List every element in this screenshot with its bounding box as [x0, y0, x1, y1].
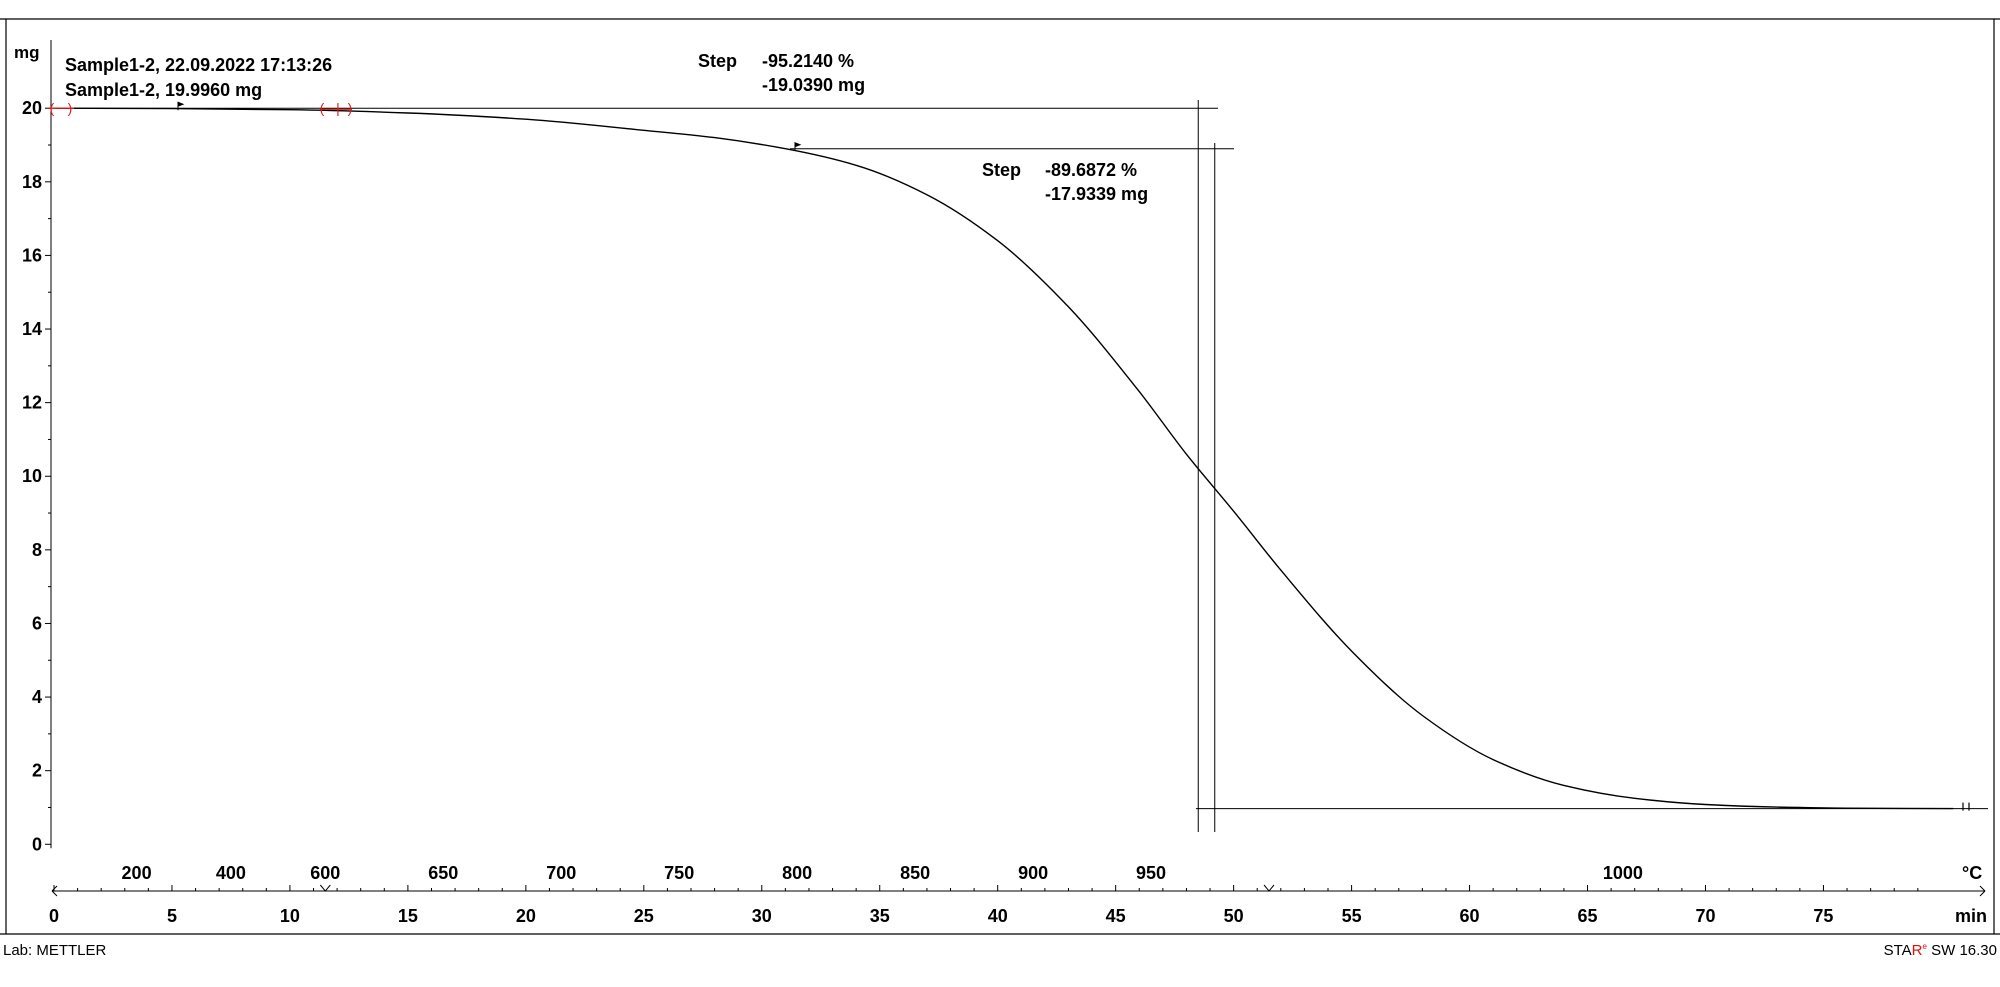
footer-brand-r: R: [1911, 942, 1923, 959]
temperature-axis: 200 400 600 650 700 750 800 850 900 950 1000: [122, 863, 1643, 892]
axis-arrow-marker: [319, 884, 331, 892]
temperature-tick-label: 750: [664, 863, 694, 883]
y-tick-label: 14: [22, 319, 42, 339]
x-axis-end-arrow: [1979, 885, 1986, 897]
x-tick-label: 20: [516, 906, 536, 926]
footer-brand-prefix: STA: [1883, 942, 1912, 959]
footer-brand-suffix: SW 16.30: [1926, 942, 1997, 959]
x-tick-label: 5: [167, 906, 177, 926]
step-1-mass: -19.0390 mg: [762, 75, 865, 95]
temperature-tick-label: 200: [122, 863, 152, 883]
y-tick-label: 10: [22, 466, 42, 486]
temperature-tick-label: 400: [216, 863, 246, 883]
x-axis: 0 5 10 15 20 25 30 35 40 45 50 55 60 65 70 75: [49, 885, 1986, 926]
step-evaluation-lines: [48, 100, 1988, 832]
temperature-tick-label: 600: [310, 863, 340, 883]
temperature-tick-label: 1000: [1603, 863, 1643, 883]
x-tick-label: 35: [870, 906, 890, 926]
curve-markers: ()(|): [48, 100, 1970, 811]
y-tick-label: 16: [22, 245, 42, 265]
x-tick-label: 25: [634, 906, 654, 926]
tga-curve: [53, 107, 1954, 810]
y-tick-label: 6: [32, 613, 42, 633]
y-tick-label: 4: [32, 687, 42, 707]
x-tick-label: 55: [1342, 906, 1362, 926]
y-tick-label: 8: [32, 540, 42, 560]
temperature-tick-label: 950: [1136, 863, 1166, 883]
end-marker: [1962, 802, 1970, 811]
x-tick-label: 15: [398, 906, 418, 926]
axis-arrow-marker: [1263, 884, 1275, 892]
time-unit: min: [1955, 906, 1987, 926]
x-tick-label: 75: [1813, 906, 1833, 926]
step-2-percent: -89.6872 %: [1045, 160, 1137, 180]
y-axis: 0 2 4 6 8 10 12 14 16 18 20: [22, 40, 52, 854]
temperature-unit: °C: [1962, 863, 1982, 883]
x-tick-label: 40: [988, 906, 1008, 926]
footer-brand-sup: e: [1922, 942, 1927, 951]
y-tick-label: 2: [32, 761, 42, 781]
range-bracket-marker: ): [348, 100, 353, 116]
y-tick-label: 0: [32, 834, 42, 854]
temperature-tick-label: 850: [900, 863, 930, 883]
temperature-tick-label: 650: [428, 863, 458, 883]
x-tick-label: 65: [1578, 906, 1598, 926]
footer-lab: Lab: METTLER: [3, 942, 107, 959]
flag-marker: [794, 141, 802, 151]
temperature-tick-label: 700: [546, 863, 576, 883]
temperature-tick-label: 800: [782, 863, 812, 883]
step-1-label: Step: [698, 51, 737, 71]
footer-software: STARe SW 16.30: [1884, 942, 1997, 959]
y-tick-label: 20: [22, 98, 42, 118]
step-2-label: Step: [982, 160, 1021, 180]
range-bracket-marker: (: [320, 100, 325, 116]
temperature-tick-label: 900: [1018, 863, 1048, 883]
x-tick-label: 30: [752, 906, 772, 926]
flag-marker: [177, 101, 185, 111]
y-axis-unit: mg: [14, 43, 40, 62]
x-tick-label: 0: [49, 906, 59, 926]
step-2-mass: -17.9339 mg: [1045, 184, 1148, 204]
x-tick-label: 60: [1460, 906, 1480, 926]
range-bracket-marker: |: [336, 100, 340, 116]
tga-curve-line: [53, 107, 1954, 810]
y-tick-label: 12: [22, 393, 42, 413]
legend-line-1: Sample1-2, 22.09.2022 17:13:26: [65, 55, 332, 75]
x-tick-label: 10: [280, 906, 300, 926]
step-1-percent: -95.2140 %: [762, 51, 854, 71]
x-tick-label: 50: [1224, 906, 1244, 926]
x-tick-label: 70: [1695, 906, 1715, 926]
y-tick-label: 18: [22, 172, 42, 192]
x-tick-label: 45: [1106, 906, 1126, 926]
legend-line-2: Sample1-2, 19.9960 mg: [65, 80, 262, 100]
